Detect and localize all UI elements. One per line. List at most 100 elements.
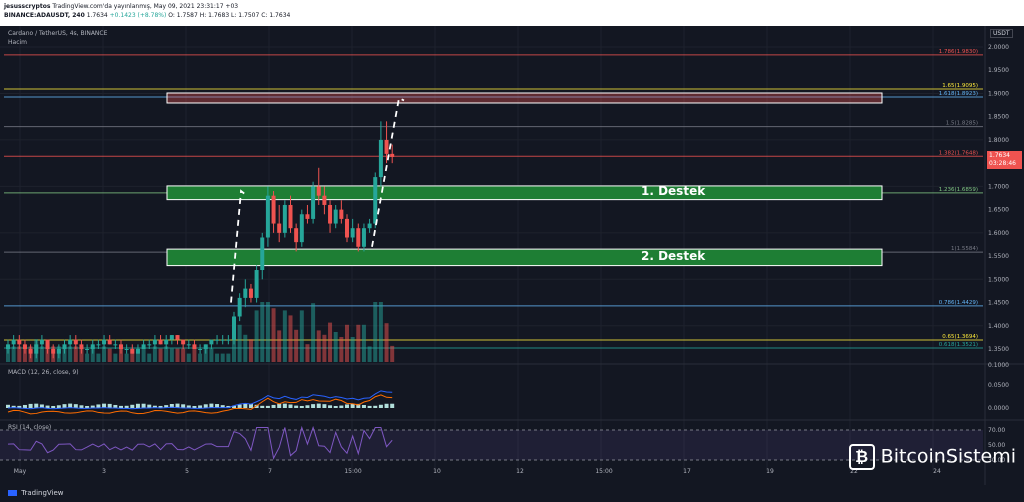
rsi-band: [0, 430, 983, 460]
macd-histogram-bar: [107, 403, 112, 408]
candle-body: [135, 349, 140, 354]
candle-body: [90, 344, 95, 349]
macd-histogram-bar: [288, 404, 293, 408]
fib-label: 1.382(1.7648): [939, 150, 978, 156]
volume-bar: [361, 324, 366, 362]
volume-bar: [62, 346, 67, 362]
macd-histogram-bar: [198, 405, 203, 408]
volume-bar: [169, 348, 174, 362]
volume-bar: [254, 310, 259, 362]
volume-bar: [17, 346, 22, 362]
macd-histogram-bar: [102, 403, 107, 408]
volume-bar: [282, 310, 287, 362]
support-zone: [166, 185, 883, 201]
volume-bar: [164, 346, 169, 362]
price-tick: 1.9500: [988, 67, 1009, 74]
candle-body: [390, 153, 395, 157]
rsi-tick: 30.00: [988, 457, 1005, 464]
candle-body: [62, 344, 67, 349]
candle-body: [282, 204, 287, 233]
candle-body: [164, 339, 169, 345]
macd-histogram-bar: [356, 403, 361, 408]
candle-body: [373, 177, 378, 224]
macd-histogram-bar: [68, 403, 73, 408]
support-zone: [166, 92, 883, 104]
currency-label[interactable]: USDT: [990, 29, 1013, 38]
macd-histogram-bar: [215, 404, 220, 408]
volume-bar: [384, 323, 389, 362]
macd-histogram-bar: [237, 404, 242, 408]
volume-bar: [96, 353, 101, 362]
macd-histogram-bar: [11, 405, 16, 408]
time-tick: 5: [185, 468, 189, 475]
candle-body: [203, 344, 208, 349]
macd-histogram-bar: [51, 405, 56, 408]
time-tick: 3: [102, 468, 106, 475]
volume-bar: [333, 332, 338, 362]
volume-bar: [378, 302, 383, 362]
macd-histogram-bar: [73, 404, 78, 408]
candle-body: [226, 339, 231, 341]
candle-body: [248, 288, 253, 298]
volume-bar: [141, 348, 146, 362]
macd-histogram-bar: [186, 405, 191, 408]
candle-body: [254, 270, 259, 298]
macd-histogram-bar: [260, 405, 265, 408]
volume-bar: [22, 346, 27, 362]
price-tick: 1.5500: [988, 253, 1009, 260]
time-tick: 24: [933, 468, 941, 475]
macd-histogram-bar: [311, 404, 316, 408]
volume-bar: [39, 346, 44, 362]
macd-histogram-bar: [141, 403, 146, 408]
macd-histogram-bar: [209, 403, 214, 408]
price-axis: 2.00001.95001.90001.85001.80001.75001.70…: [984, 26, 1009, 485]
candle-body: [265, 195, 270, 238]
publish-header: jesusscryptos TradingView.com'da yayınla…: [0, 0, 1024, 26]
macd-histogram-bar: [62, 404, 67, 408]
volume-bar: [288, 315, 293, 362]
header-ohlc: O: 1.7587 H: 1.7683 L: 1.7507 C: 1.7634: [168, 12, 291, 19]
time-tick: 15:00: [595, 468, 612, 475]
price-tick: 1.6000: [988, 230, 1009, 237]
candle-body: [215, 339, 220, 341]
volume-bar: [68, 346, 73, 362]
macd-histogram-bar: [328, 405, 333, 408]
time-tick: 15:00: [344, 468, 361, 475]
macd-histogram-bar: [232, 405, 236, 408]
macd-histogram-bar: [282, 403, 287, 408]
zone-label-1: 1. Destek: [641, 184, 706, 198]
volume-bar: [305, 344, 310, 362]
time-tick: 12: [516, 468, 524, 475]
volume-bar: [271, 308, 276, 362]
candle-body: [316, 186, 321, 196]
candle-body: [243, 288, 248, 298]
chart-canvas[interactable]: 1.786(1.9830) 1.65(1.9095) 1.618(1.8923) 1.…: [0, 26, 1024, 485]
fib-label: 0.618(1.3521): [939, 342, 978, 348]
macd-histogram-bar: [17, 405, 22, 408]
candles: [6, 121, 395, 359]
macd-histogram-bar: [22, 404, 27, 408]
candle-body: [288, 204, 293, 229]
candle-body: [378, 139, 383, 178]
candle-body: [237, 297, 242, 317]
candle-body: [339, 209, 344, 219]
candle-body: [220, 339, 225, 341]
price-tick: 1.6500: [988, 207, 1009, 214]
footer-brand[interactable]: TradingView: [21, 489, 64, 497]
volume-bar: [339, 337, 344, 362]
volume-bar: [215, 353, 220, 362]
candle-body: [294, 228, 299, 243]
volume-bar: [102, 346, 107, 362]
macd-histogram-bar: [361, 405, 366, 408]
fib-label: 1.236(1.6859): [939, 187, 978, 193]
rsi-tick: 70.00: [988, 427, 1005, 434]
volume-bar: [124, 353, 129, 362]
volume-bar: [356, 324, 361, 362]
price-tick: 1.3500: [988, 346, 1009, 353]
chart-title: Cardano / TetherUS, 4s, BINANCE: [8, 30, 108, 37]
macd-histogram-bar: [333, 405, 338, 408]
volume-bar: [294, 329, 299, 362]
candle-body: [271, 195, 276, 224]
candle-body: [141, 344, 146, 349]
macd-histogram-bar: [271, 404, 276, 408]
